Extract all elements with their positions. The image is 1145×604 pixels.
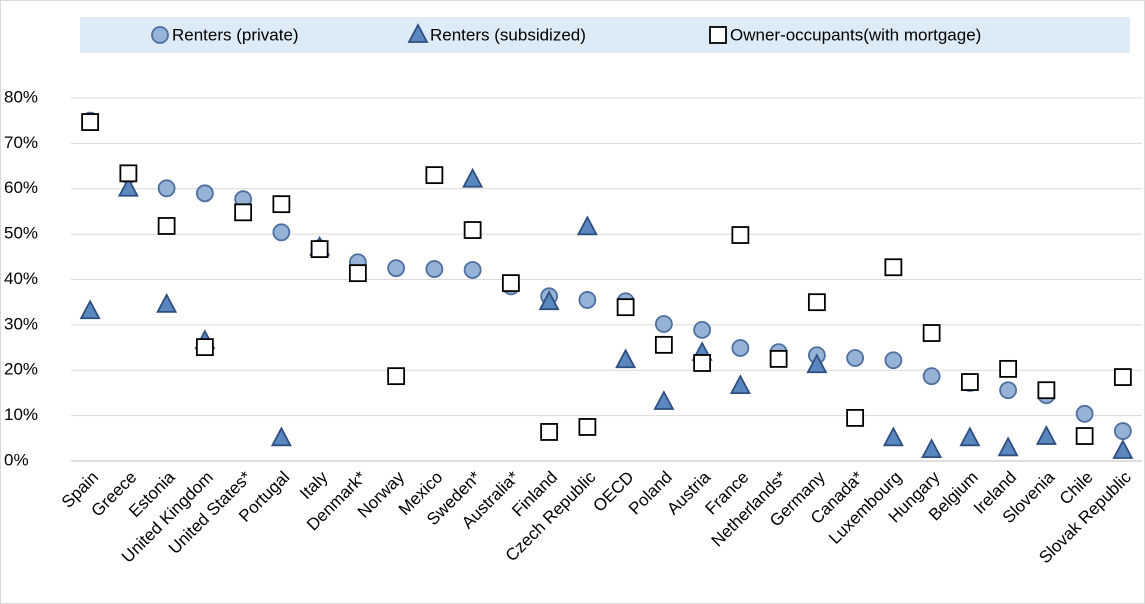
point <box>270 426 292 447</box>
y-tick-label: 80% <box>4 87 38 106</box>
point <box>538 290 560 311</box>
point <box>731 339 750 357</box>
point <box>1112 439 1134 459</box>
legend-marker <box>407 23 429 43</box>
point <box>425 260 444 278</box>
point <box>654 315 673 333</box>
y-tick-label: 10% <box>4 405 38 424</box>
point <box>119 164 138 183</box>
point <box>157 217 176 235</box>
legend-marker <box>709 26 727 44</box>
point <box>729 374 751 395</box>
point <box>157 179 176 198</box>
point <box>846 349 865 367</box>
point <box>922 367 941 386</box>
y-tick-label: 0% <box>4 450 29 469</box>
point <box>310 240 329 258</box>
point <box>387 259 406 278</box>
point <box>693 354 712 372</box>
point <box>1037 381 1056 400</box>
point <box>1035 425 1057 445</box>
y-tick-label: 30% <box>4 314 38 333</box>
point <box>922 324 941 342</box>
point <box>882 426 904 447</box>
point <box>654 335 673 354</box>
y-tick-label: 70% <box>4 133 38 152</box>
point <box>615 348 637 369</box>
point <box>997 436 1019 457</box>
point <box>846 408 865 427</box>
point <box>578 291 597 309</box>
point <box>576 215 598 236</box>
point <box>769 350 788 368</box>
point <box>959 426 981 447</box>
point <box>463 261 482 279</box>
point <box>387 367 406 386</box>
point <box>79 299 101 320</box>
point <box>462 167 484 188</box>
point <box>195 184 214 203</box>
point <box>1075 427 1094 445</box>
y-tick-label: 40% <box>4 269 38 288</box>
point <box>884 258 903 277</box>
point <box>999 381 1018 400</box>
y-tick-label: 20% <box>4 360 38 379</box>
legend-label: Renters (subsidized) <box>430 25 586 44</box>
point <box>81 113 100 131</box>
point <box>348 264 367 283</box>
y-tick-label: 50% <box>4 224 38 243</box>
point <box>960 373 979 391</box>
point <box>693 320 712 339</box>
point <box>999 359 1018 378</box>
point <box>578 418 597 436</box>
point <box>1113 422 1132 440</box>
point <box>234 203 253 222</box>
point <box>921 438 943 459</box>
point <box>501 274 520 293</box>
point <box>195 338 214 357</box>
legend-label: Renters (private) <box>172 25 299 44</box>
point <box>540 423 559 441</box>
point <box>731 226 750 244</box>
legend-marker <box>151 26 169 44</box>
y-tick-label: 60% <box>4 178 38 197</box>
point <box>1113 368 1132 386</box>
point <box>425 166 444 185</box>
legend-label: Owner-occupants(with mortgage) <box>730 25 981 44</box>
point <box>117 176 139 197</box>
point <box>463 221 482 239</box>
legend-box <box>80 17 1130 53</box>
point <box>884 351 903 370</box>
point <box>806 353 828 374</box>
point <box>616 298 635 317</box>
point <box>653 390 675 410</box>
point <box>807 293 826 312</box>
point <box>272 223 291 242</box>
point <box>1075 404 1094 423</box>
point <box>156 292 178 313</box>
point <box>272 195 291 214</box>
